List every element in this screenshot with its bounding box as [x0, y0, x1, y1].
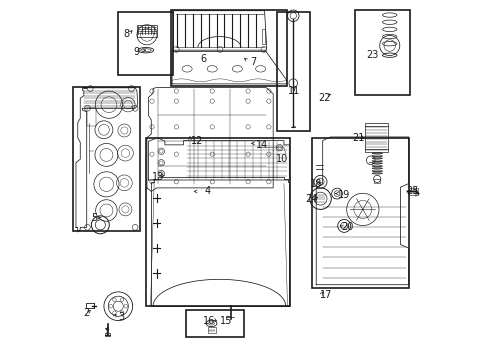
Text: 14: 14	[255, 140, 267, 150]
Text: 8: 8	[123, 29, 130, 39]
Text: 1: 1	[104, 328, 110, 338]
Text: 21: 21	[352, 133, 364, 143]
Text: 9: 9	[134, 46, 140, 57]
Text: 7: 7	[250, 57, 256, 67]
Text: 2: 2	[82, 308, 89, 318]
Text: 4: 4	[204, 186, 210, 197]
Bar	[207, 327, 215, 333]
Bar	[354, 10, 409, 95]
Text: 18: 18	[309, 179, 322, 189]
Bar	[373, 179, 379, 183]
Bar	[408, 188, 418, 195]
Text: 23: 23	[366, 50, 378, 60]
Text: 11: 11	[287, 86, 300, 96]
Bar	[145, 138, 290, 306]
Bar	[186, 310, 244, 337]
Text: 22: 22	[317, 93, 330, 103]
Bar	[311, 138, 408, 288]
Text: 20: 20	[341, 222, 353, 232]
Bar	[104, 333, 110, 336]
Text: 5: 5	[91, 213, 98, 222]
Bar	[137, 25, 157, 37]
Text: 13: 13	[151, 172, 163, 182]
Bar	[171, 10, 286, 86]
Text: 3: 3	[119, 312, 124, 322]
Text: 16: 16	[202, 316, 214, 325]
Bar	[86, 108, 96, 126]
Text: 10: 10	[276, 154, 288, 164]
Text: 25: 25	[405, 186, 418, 197]
Bar	[364, 123, 387, 152]
Text: 12: 12	[191, 136, 203, 146]
Bar	[261, 30, 265, 44]
Text: 19: 19	[337, 190, 349, 200]
Text: 15: 15	[220, 316, 232, 325]
Bar	[73, 87, 140, 231]
Bar	[118, 12, 173, 75]
Text: 24: 24	[305, 194, 318, 204]
Text: 6: 6	[200, 54, 206, 64]
Text: 17: 17	[320, 291, 332, 301]
Bar	[86, 303, 94, 309]
Bar	[277, 12, 309, 131]
